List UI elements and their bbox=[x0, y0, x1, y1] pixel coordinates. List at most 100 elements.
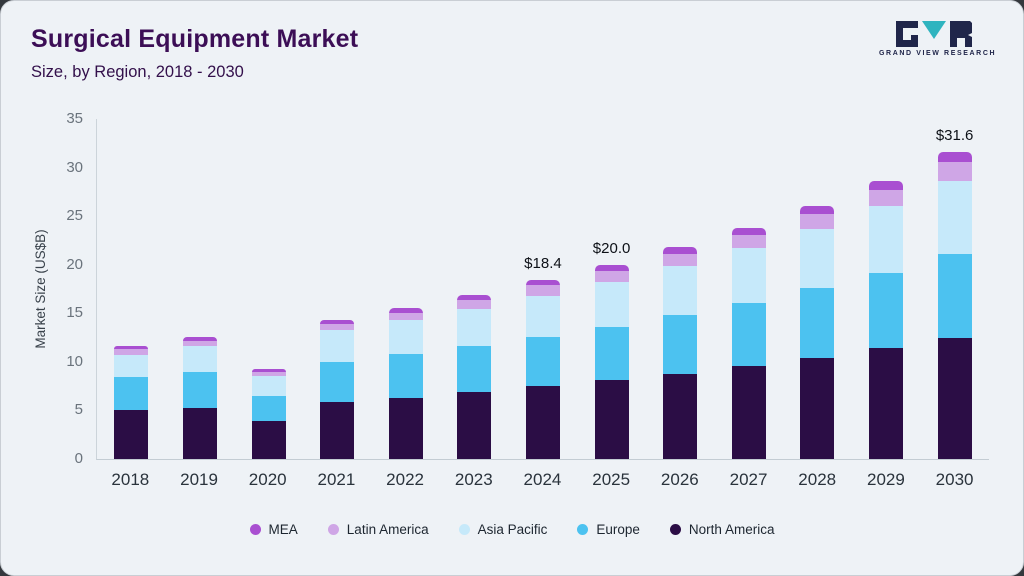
legend-label: Asia Pacific bbox=[477, 522, 548, 537]
x-axis-labels: 2018 2019 2020 2021 2022 2023 2024 2025 2026 2027… bbox=[96, 470, 989, 490]
x-axis-label: 2028 bbox=[798, 470, 837, 489]
legend-label: Latin America bbox=[346, 522, 429, 537]
logo-brand-text: GRAND VIEW RESEARCH bbox=[879, 50, 997, 57]
segment-asia-pacific bbox=[388, 320, 423, 355]
segment-north-america bbox=[457, 391, 492, 459]
x-axis-label: 2030 bbox=[935, 470, 974, 489]
legend-dot bbox=[327, 524, 339, 535]
x-axis-label: 2029 bbox=[866, 470, 905, 489]
stacked-bar-2030 bbox=[937, 152, 972, 459]
y-tick-label: 10 bbox=[66, 352, 83, 370]
segment-europe bbox=[182, 371, 217, 408]
y-tick-label: 15 bbox=[66, 304, 83, 322]
segment-europe bbox=[869, 272, 903, 349]
segment-asia-pacific bbox=[800, 228, 835, 289]
segment-mea bbox=[320, 320, 355, 324]
plot-area: Market Size (US$B) 0 5 10 15 20 25 30 35 $18.4 $… bbox=[33, 110, 989, 490]
bar-value-label: $20.0 bbox=[592, 239, 631, 257]
bars-container: 0 5 10 15 20 25 30 35 $18.4 $20.0 $31.6 bbox=[66, 110, 989, 467]
segment-asia-pacific bbox=[251, 376, 286, 396]
segment-latin-america bbox=[731, 234, 766, 249]
y-tick-label: 35 bbox=[66, 110, 83, 127]
segment-mea bbox=[869, 181, 903, 190]
bar-column-2027 bbox=[714, 119, 783, 459]
segment-europe bbox=[937, 254, 972, 338]
segment-latin-america bbox=[251, 371, 286, 377]
segment-asia-pacific bbox=[182, 346, 217, 372]
bar-column-2022 bbox=[371, 119, 440, 459]
segment-mea bbox=[594, 264, 629, 271]
segment-latin-america bbox=[594, 270, 629, 283]
segment-asia-pacific bbox=[457, 309, 492, 347]
segment-europe bbox=[320, 361, 355, 402]
y-tick-label: 0 bbox=[74, 450, 83, 467]
stacked-bar-chart: Market Size (US$B) 0 5 10 15 20 25 30 35 $18.4 $… bbox=[31, 110, 989, 490]
bar-column-2024: $18.4 bbox=[509, 119, 578, 459]
bar-value-label: $18.4 bbox=[524, 255, 562, 273]
stacked-bar-2019 bbox=[182, 336, 217, 459]
stacked-bar-2022 bbox=[388, 308, 423, 459]
legend-dot bbox=[577, 524, 589, 535]
x-axis-label: 2020 bbox=[248, 470, 287, 489]
segment-asia-pacific bbox=[731, 248, 766, 303]
bar-column-2021 bbox=[303, 119, 372, 459]
segment-latin-america bbox=[320, 323, 355, 330]
segment-mea bbox=[937, 152, 972, 162]
y-tick-label: 5 bbox=[74, 401, 83, 419]
segment-north-america bbox=[182, 407, 217, 459]
segment-asia-pacific bbox=[594, 282, 629, 327]
segment-mea bbox=[457, 294, 492, 300]
segment-europe bbox=[663, 315, 698, 374]
segment-north-america bbox=[937, 337, 972, 459]
segment-europe bbox=[388, 354, 423, 398]
x-axis-label: 2024 bbox=[523, 470, 562, 489]
segment-europe bbox=[251, 395, 286, 422]
stacked-bar-2018 bbox=[114, 346, 149, 459]
bar-column-2020 bbox=[234, 119, 303, 459]
segment-asia-pacific bbox=[320, 329, 355, 362]
segment-north-america bbox=[114, 410, 149, 459]
stacked-bar-2025 bbox=[594, 264, 629, 459]
segment-latin-america bbox=[457, 299, 492, 310]
stacked-bar-2020 bbox=[251, 368, 286, 459]
x-axis-label: 2021 bbox=[317, 470, 356, 489]
x-axis-label: 2022 bbox=[386, 470, 424, 489]
bar-column-2019 bbox=[166, 119, 235, 459]
segment-europe bbox=[731, 302, 766, 366]
segment-latin-america bbox=[182, 340, 217, 347]
segment-mea bbox=[663, 247, 698, 255]
segment-mea bbox=[800, 206, 835, 215]
segment-latin-america bbox=[114, 349, 149, 356]
segment-europe bbox=[457, 346, 492, 392]
segment-north-america bbox=[594, 380, 629, 459]
chart-legend: MEA Latin America Asia Pacific Europe North … bbox=[1, 522, 1023, 537]
bar-column-2029 bbox=[852, 119, 921, 459]
page-title: Surgical Equipment Market bbox=[31, 25, 359, 53]
segment-latin-america bbox=[525, 285, 560, 296]
page-subtitle: Size, by Region, 2018 - 2030 bbox=[31, 63, 244, 81]
stacked-bar-2023 bbox=[457, 294, 492, 459]
grand-view-research-logo: GRAND VIEW RESEARCH bbox=[879, 21, 997, 57]
legend-item-europe: Europe bbox=[577, 522, 640, 537]
x-axis-label: 2018 bbox=[111, 470, 150, 489]
segment-latin-america bbox=[937, 161, 972, 182]
chart-header: Surgical Equipment Market Size, by Regio… bbox=[31, 21, 995, 82]
segment-mea bbox=[525, 280, 560, 286]
legend-item-asia-pacific: Asia Pacific bbox=[458, 522, 548, 537]
stacked-bar-2024 bbox=[525, 280, 560, 459]
segment-mea bbox=[182, 336, 217, 341]
legend-item-mea: MEA bbox=[249, 522, 298, 537]
segment-north-america bbox=[663, 373, 698, 459]
stacked-bar-2027 bbox=[731, 227, 766, 459]
segment-mea bbox=[388, 308, 423, 314]
segment-asia-pacific bbox=[937, 181, 972, 255]
bar-column-2018 bbox=[97, 119, 166, 459]
y-tick-label: 20 bbox=[66, 255, 83, 273]
segment-asia-pacific bbox=[525, 295, 560, 337]
segment-europe bbox=[594, 326, 629, 381]
bar-column-2023 bbox=[440, 119, 509, 459]
segment-north-america bbox=[388, 397, 423, 459]
x-axis-label: 2025 bbox=[592, 470, 631, 489]
segment-latin-america bbox=[869, 189, 903, 207]
